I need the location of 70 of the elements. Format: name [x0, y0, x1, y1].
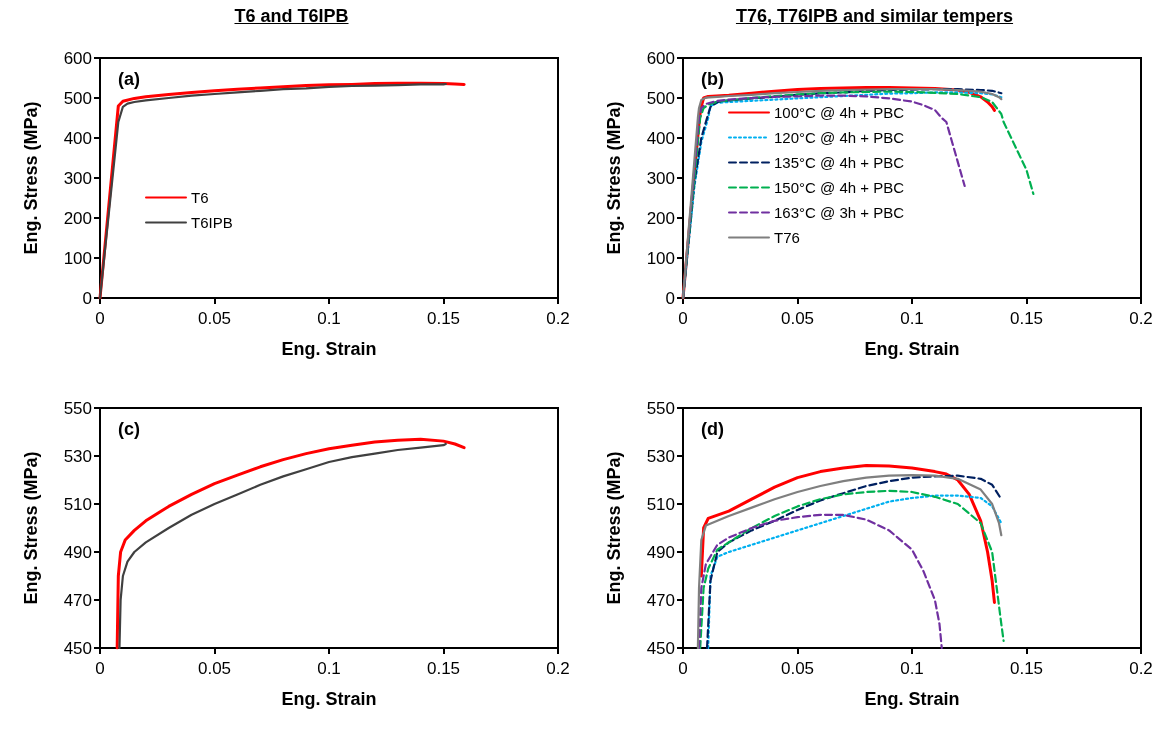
x-axis-title: Eng. Strain [281, 689, 377, 709]
y-tick-label: 600 [63, 48, 92, 68]
x-tick-label: 0 [678, 309, 688, 328]
annotation: (a) [118, 69, 140, 89]
y-tick-label: 450 [63, 638, 92, 658]
x-tick-label: 0.15 [426, 659, 461, 678]
y-tick-label: 200 [63, 208, 92, 228]
x-tick-label: 0.2 [546, 309, 570, 328]
x-tick-label: 0.1 [317, 659, 341, 678]
y-tick-label: 470 [63, 590, 92, 610]
y-tick-label: 500 [646, 88, 675, 108]
y-tick-label: 510 [63, 494, 92, 514]
y-tick-label: 400 [63, 128, 92, 148]
y-tick-label: 100 [63, 248, 92, 268]
y-tick-label: 200 [646, 208, 675, 228]
x-tick-label: 0.15 [426, 309, 461, 328]
y-tick-label: 490 [63, 542, 92, 562]
y-tick-label: 530 [646, 446, 675, 466]
legend-label: 120°C @ 4h + PBC [774, 129, 905, 146]
annotation: (d) [701, 419, 724, 439]
x-tick-label: 0.05 [197, 659, 232, 678]
y-axis-title: Eng. Stress (MPa) [21, 101, 41, 255]
x-tick-label: 0 [95, 309, 105, 328]
annotation: (b) [701, 69, 724, 89]
y-axis-title: Eng. Stress (MPa) [21, 451, 41, 605]
y-axis-title: Eng. Stress (MPa) [604, 451, 624, 605]
y-tick-label: 550 [63, 398, 92, 418]
y-tick-label: 400 [646, 128, 675, 148]
line-series [699, 464, 996, 604]
x-tick-label: 0.1 [900, 659, 924, 678]
y-tick-label: 300 [63, 168, 92, 188]
x-tick-label: 0.15 [1009, 309, 1044, 328]
y-tick-label: 530 [63, 446, 92, 466]
x-tick-label: 0.2 [1129, 659, 1153, 678]
y-tick-label: 490 [646, 542, 675, 562]
x-axis-title: Eng. Strain [864, 689, 960, 709]
x-tick-label: 0.05 [780, 659, 815, 678]
y-tick-label: 0 [665, 288, 675, 308]
legend-label: T76 [774, 229, 800, 246]
y-tick-label: 550 [646, 398, 675, 418]
legend-label: 163°C @ 3h + PBC [774, 204, 905, 221]
y-tick-label: 470 [646, 590, 675, 610]
legend-label: T6IPB [191, 214, 233, 231]
x-axis-title: Eng. Strain [864, 339, 960, 359]
x-tick-label: 0 [95, 659, 105, 678]
legend-label: T6 [191, 189, 209, 206]
y-tick-label: 510 [646, 494, 675, 514]
chart-title: T6 and T6IPB [233, 6, 350, 27]
legend-label: 150°C @ 4h + PBC [774, 179, 905, 196]
y-tick-label: 450 [646, 638, 675, 658]
line-series [697, 513, 943, 650]
x-tick-label: 0 [678, 659, 688, 678]
y-tick-label: 300 [646, 168, 675, 188]
annotation: (c) [118, 419, 140, 439]
x-tick-label: 0.15 [1009, 659, 1044, 678]
y-tick-label: 500 [63, 88, 92, 108]
chart-title: T76, T76IPB and similar tempers [734, 6, 1015, 27]
y-tick-label: 600 [646, 48, 675, 68]
x-tick-label: 0.2 [546, 659, 570, 678]
legend-label: 135°C @ 4h + PBC [774, 154, 905, 171]
legend-label: 100°C @ 4h + PBC [774, 104, 905, 121]
y-axis-title: Eng. Stress (MPa) [604, 101, 624, 255]
x-tick-label: 0.1 [317, 309, 341, 328]
x-tick-label: 0.1 [900, 309, 924, 328]
y-tick-label: 0 [82, 288, 92, 308]
x-tick-label: 0.05 [197, 309, 232, 328]
x-axis-title: Eng. Strain [281, 339, 377, 359]
y-tick-label: 100 [646, 248, 675, 268]
x-tick-label: 0.2 [1129, 309, 1153, 328]
x-tick-label: 0.05 [780, 309, 815, 328]
